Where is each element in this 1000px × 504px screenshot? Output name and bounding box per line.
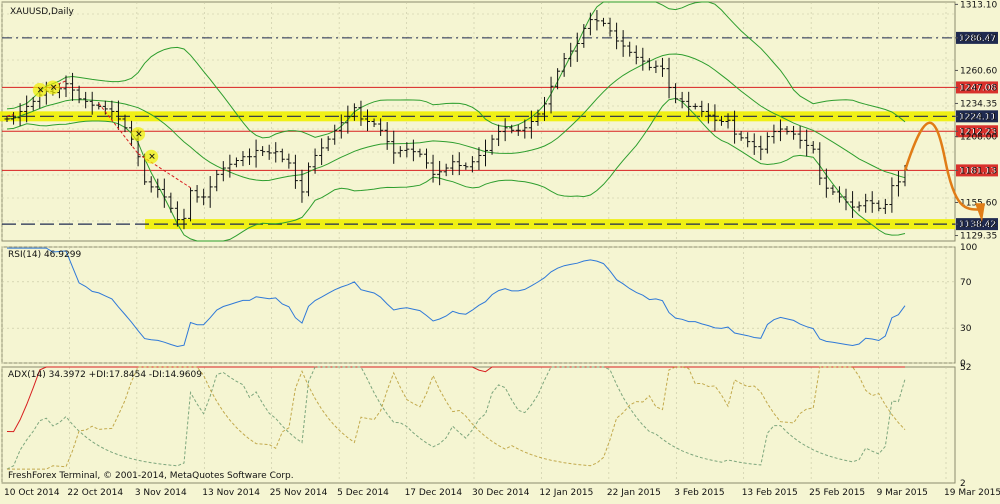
date-label: 10 Oct 2014 (4, 488, 60, 498)
highlight-marker (45, 80, 60, 95)
date-label: 13 Feb 2015 (742, 488, 798, 498)
indicator-layer (6, 247, 906, 470)
date-label: 22 Jan 2015 (607, 488, 661, 498)
date-label: 13 Nov 2014 (202, 488, 260, 498)
price-badge-label: 1138.42 (959, 220, 996, 230)
adx-tick-label: 52 (960, 363, 971, 373)
main-pane-border (1, 1, 956, 242)
bollinger-middle (6, 53, 906, 182)
price-badge (956, 218, 998, 231)
rsi-tick-label: 70 (960, 278, 972, 288)
highlight-marker (32, 83, 47, 98)
adx-tick-label: 2 (960, 479, 966, 489)
adx-label: ADX(14) 34.3972 +DI:17.8454 -DI:14.9609 (8, 370, 202, 380)
annotation-layer: ✕ ✕ ✕ ✕ (6, 80, 985, 223)
price-badge (956, 31, 998, 44)
rsi-tick-label: 30 (960, 324, 972, 334)
rsi-tick-label: 0 (960, 359, 966, 369)
price-badge (956, 125, 998, 138)
price-tick-label: 1234.35 (960, 99, 997, 109)
price-tick-label: 1212.23 (960, 127, 997, 137)
cross-marker: ✕ (135, 130, 143, 140)
adx-pane-border (1, 366, 956, 484)
price-tick-label: 1138.42 (960, 220, 997, 230)
date-label: 22 Oct 2014 (67, 488, 123, 498)
grid-layer (1, 1, 956, 484)
price-tick-label: 1247.08 (960, 83, 997, 93)
cross-marker: ✕ (148, 153, 156, 163)
date-label: 30 Dec 2014 (472, 488, 530, 498)
cross-marker: ✕ (37, 86, 45, 96)
price-badge (956, 110, 998, 123)
forecast-arrowhead (975, 203, 985, 223)
bollinger-upper (6, 1, 906, 139)
price-badge-label: 1247.08 (959, 83, 996, 93)
price-tick-label: 1208.00 (960, 133, 997, 143)
rsi-tick-label: 100 (960, 243, 977, 253)
axis-layer: 10 Oct 2014 22 Oct 2014 3 Nov 2014 13 Nov 2… (4, 0, 1000, 498)
candle-layer (4, 10, 908, 230)
bollinger-lower (6, 97, 906, 242)
minus-di-line (7, 366, 906, 470)
price-badge-label: 1286.47 (959, 34, 996, 44)
highlight-marker (131, 127, 146, 142)
price-tick-label: 1224.11 (960, 112, 997, 122)
rsi-line (7, 247, 906, 348)
trend-line (6, 114, 14, 117)
price-badge (956, 81, 998, 94)
price-badge-label: 1224.11 (959, 112, 996, 122)
chart-title: XAUUSD,Daily (10, 7, 74, 17)
level-layer: 1286.47 1247.08 1224.11 1212.23 1181.13 1138.… (0, 31, 998, 231)
forecast-arrow (903, 121, 981, 211)
date-label: 12 Jan 2015 (539, 488, 593, 498)
price-tick-label: 1181.13 (960, 166, 997, 176)
date-label: 3 Feb 2015 (674, 488, 724, 498)
date-label: 3 Nov 2014 (135, 488, 187, 498)
price-tick-label: 1260.60 (960, 66, 997, 76)
date-label: 19 Mar 2015 (944, 488, 1000, 498)
date-label: 17 Dec 2014 (405, 488, 463, 498)
bollinger-band-layer (6, 1, 906, 242)
price-tick-label: 1313.10 (960, 0, 997, 10)
highlight-zone (145, 219, 955, 230)
price-badge-label: 1181.13 (959, 166, 996, 176)
adx-line (6, 366, 905, 433)
date-label: 5 Dec 2014 (337, 488, 389, 498)
highlight-marker (144, 149, 159, 164)
rsi-label: RSI(14) 46.9299 (8, 250, 81, 260)
cross-marker: ✕ (50, 84, 58, 94)
date-label: 25 Feb 2015 (809, 488, 865, 498)
date-label: 25 Nov 2014 (270, 488, 328, 498)
date-label: 9 Mar 2015 (877, 488, 928, 498)
price-tick-label: 1129.35 (960, 232, 997, 242)
price-badge-label: 1212.23 (959, 127, 996, 137)
price-badge (956, 164, 998, 177)
plus-di-line (6, 366, 906, 470)
price-tick-label: 1286.47 (960, 34, 997, 44)
footer-text: FreshForex Terminal, © 2001-2014, MetaQu… (8, 471, 294, 481)
trend-line (98, 103, 139, 155)
